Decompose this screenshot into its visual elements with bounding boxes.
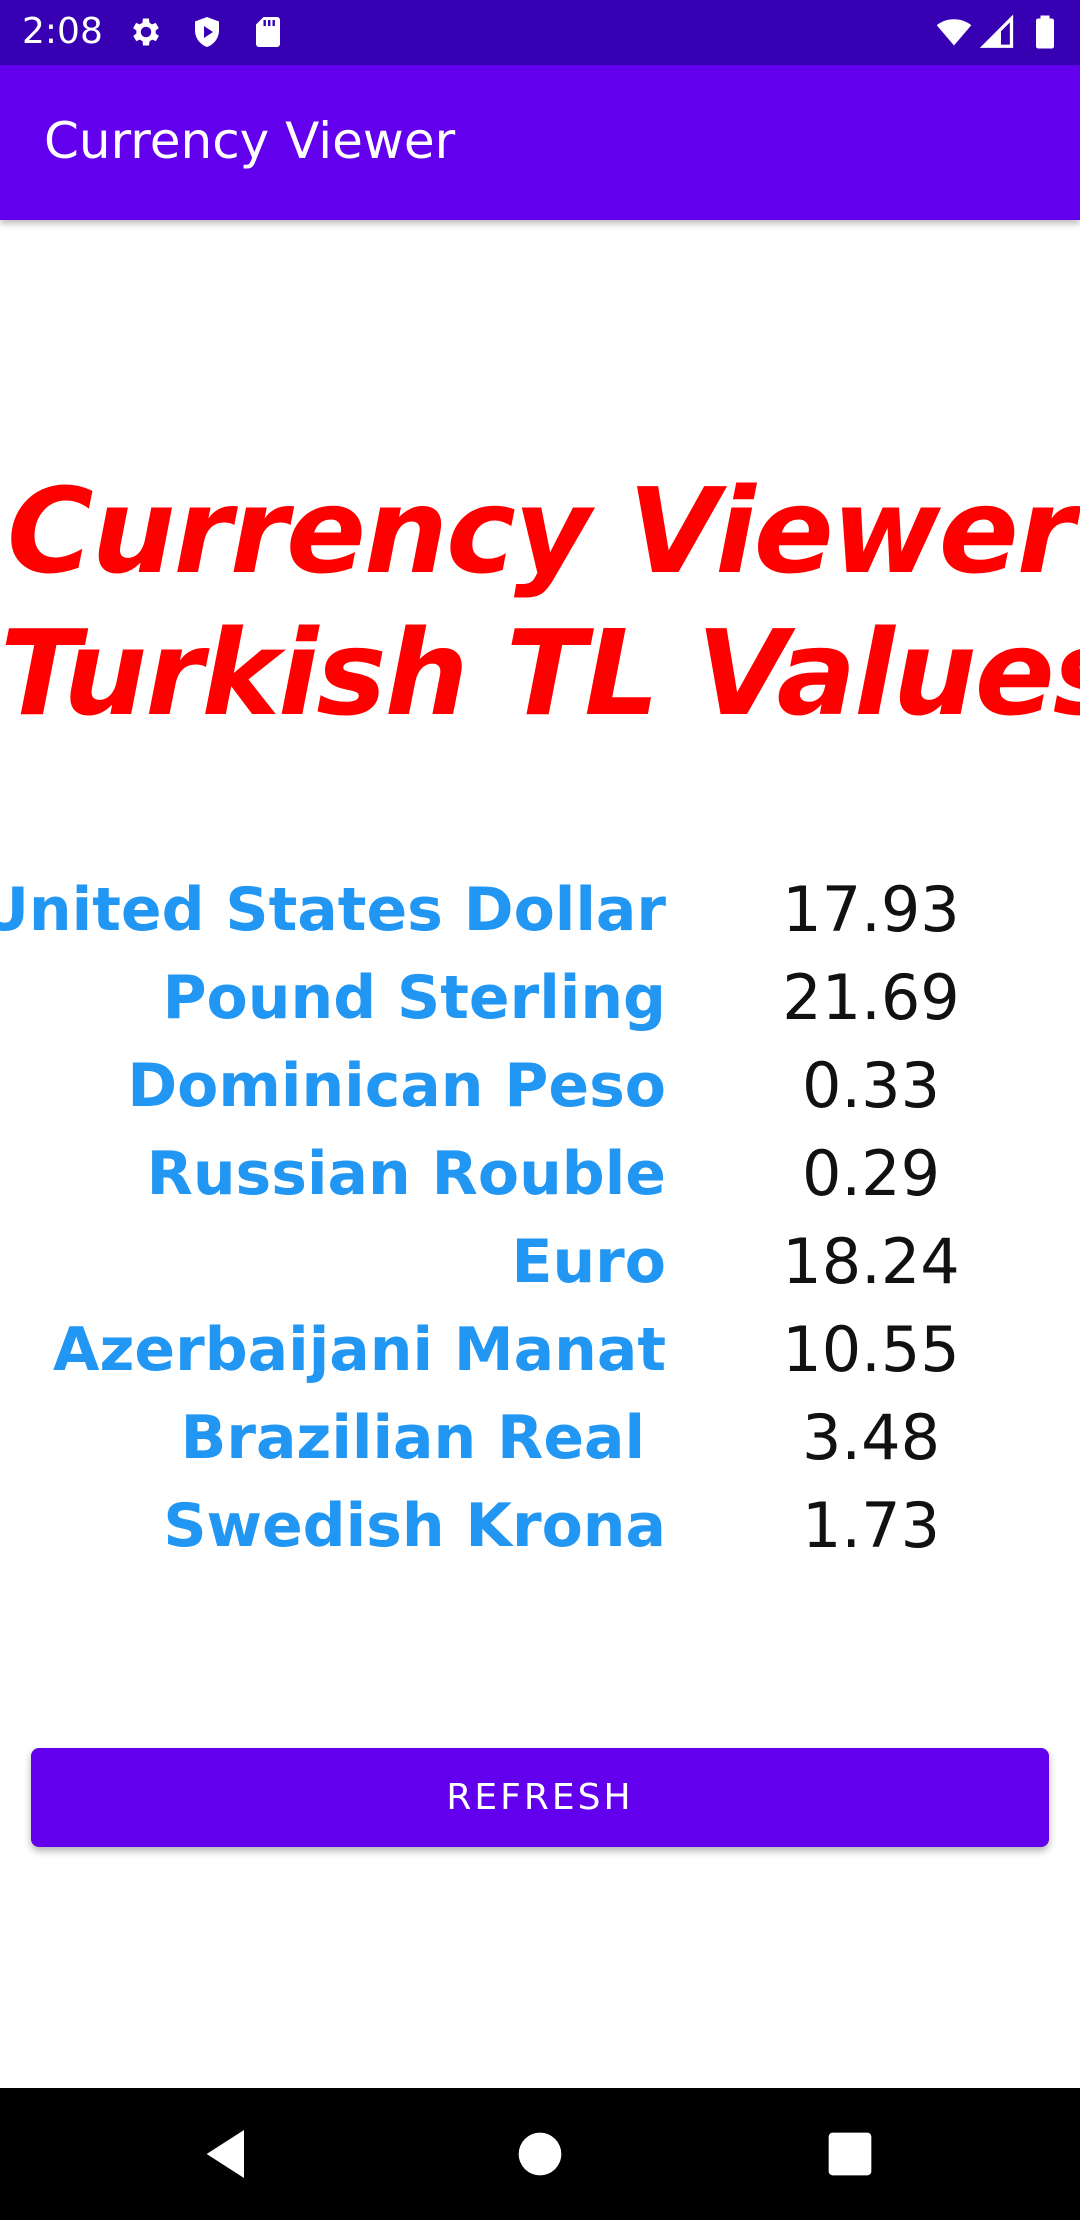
currency-name: Swedish Krona bbox=[163, 1491, 666, 1561]
currency-value: 18.24 bbox=[782, 1225, 960, 1298]
rate-row: Dominican Peso 0.33 bbox=[0, 1042, 1080, 1130]
back-icon[interactable] bbox=[196, 2122, 260, 2186]
rate-row: Brazilian Real 3.48 bbox=[0, 1394, 1080, 1482]
currency-value: 3.48 bbox=[801, 1401, 941, 1474]
wifi-icon bbox=[936, 19, 972, 46]
currency-value: 0.33 bbox=[801, 1049, 941, 1122]
currency-value: 17.93 bbox=[782, 873, 960, 946]
rate-row: United States Dollar 17.93 bbox=[0, 866, 1080, 954]
sd-card-icon bbox=[256, 17, 280, 47]
battery-icon bbox=[1036, 15, 1054, 49]
currency-name: Brazilian Real bbox=[180, 1403, 666, 1473]
status-time: 2:08 bbox=[22, 11, 103, 52]
rate-row: Swedish Krona 1.73 bbox=[0, 1482, 1080, 1570]
rate-row: Azerbaijani Manat 10.55 bbox=[0, 1306, 1080, 1394]
page-heading: Currency Viewer Turkish TL Values bbox=[0, 460, 1080, 744]
currency-name: United States Dollar bbox=[0, 875, 666, 945]
rates-list: United States Dollar 17.93 Pound Sterlin… bbox=[0, 866, 1080, 1570]
currency-value: 21.69 bbox=[782, 961, 960, 1034]
recents-icon[interactable] bbox=[818, 2122, 882, 2186]
home-icon[interactable] bbox=[508, 2122, 572, 2186]
app-bar-title: Currency Viewer bbox=[44, 112, 456, 170]
signal-icon bbox=[980, 14, 1014, 48]
rate-row: Pound Sterling 21.69 bbox=[0, 954, 1080, 1042]
heading-line-1: Currency Viewer bbox=[7, 462, 1075, 600]
currency-name: Dominican Peso bbox=[127, 1051, 666, 1121]
currency-name: Azerbaijani Manat bbox=[53, 1315, 666, 1385]
rate-row: Russian Rouble 0.29 bbox=[0, 1130, 1080, 1218]
heading-line-2: Turkish TL Values bbox=[0, 604, 1080, 742]
currency-name: Russian Rouble bbox=[146, 1139, 666, 1209]
rate-row: Euro 18.24 bbox=[0, 1218, 1080, 1306]
app-bar: Currency Viewer bbox=[0, 65, 1080, 220]
shield-play-icon bbox=[195, 17, 219, 47]
currency-name: Pound Sterling bbox=[162, 963, 666, 1033]
nav-bar bbox=[0, 2088, 1080, 2220]
refresh-button[interactable]: REFRESH bbox=[31, 1748, 1049, 1847]
status-bar: 2:08 bbox=[0, 0, 1080, 65]
currency-value: 10.55 bbox=[782, 1313, 960, 1386]
gear-icon bbox=[133, 18, 159, 46]
currency-name: Euro bbox=[511, 1227, 666, 1297]
currency-value: 1.73 bbox=[801, 1489, 941, 1562]
currency-value: 0.29 bbox=[801, 1137, 941, 1210]
